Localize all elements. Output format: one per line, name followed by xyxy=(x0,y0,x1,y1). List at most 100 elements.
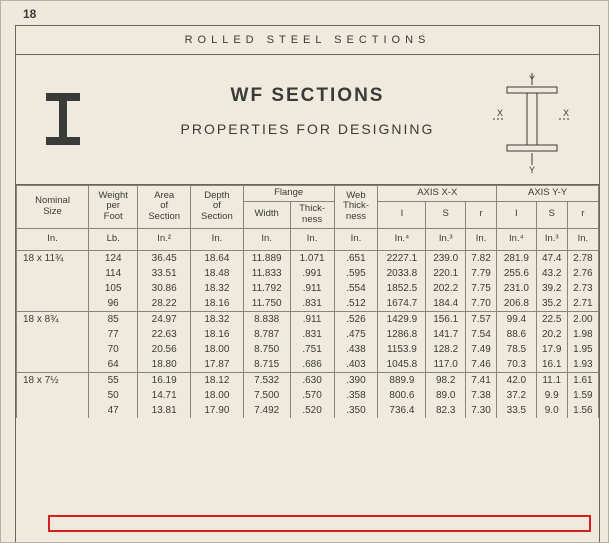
unit-4: In. xyxy=(243,228,290,250)
table-cell: 141.7 xyxy=(426,327,466,342)
table-cell: 2.78 xyxy=(567,250,598,266)
table-cell: 2033.8 xyxy=(378,266,426,281)
table-cell: 7.82 xyxy=(465,250,496,266)
table-cell: 7.49 xyxy=(465,342,496,357)
table-cell: 1852.5 xyxy=(378,281,426,296)
table-cell: 18 x 7½ xyxy=(17,372,89,388)
table-cell: 18.12 xyxy=(191,372,244,388)
table-cell: 1.98 xyxy=(567,327,598,342)
unit-9: In. xyxy=(465,228,496,250)
table-body: 18 x 11¾12436.4518.6411.8891.071.6512227… xyxy=(17,250,599,418)
diagram-y-top: Y xyxy=(529,74,535,84)
table-cell: 239.0 xyxy=(426,250,466,266)
table-cell: 9.0 xyxy=(536,403,567,418)
table-cell: 88.6 xyxy=(497,327,537,342)
table-cell: 2.71 xyxy=(567,296,598,312)
table-cell: 36.45 xyxy=(138,250,191,266)
table-row: 9628.2218.1611.750.831.5121674.7184.47.7… xyxy=(17,296,599,312)
table-cell: 124 xyxy=(89,250,138,266)
table-cell: 11.833 xyxy=(243,266,290,281)
table-cell: 33.51 xyxy=(138,266,191,281)
table-cell: .831 xyxy=(290,296,334,312)
table-cell: 99.4 xyxy=(497,311,537,327)
table-cell: 114 xyxy=(89,266,138,281)
table-cell: .751 xyxy=(290,342,334,357)
col-area: AreaofSection xyxy=(138,186,191,229)
table-cell: .526 xyxy=(334,311,378,327)
table-cell: 18.00 xyxy=(191,388,244,403)
table-cell: .403 xyxy=(334,357,378,373)
hero-block: WF SECTIONS PROPERTIES FOR DESIGNING Y X… xyxy=(16,55,599,185)
table-cell: .911 xyxy=(290,311,334,327)
table-cell xyxy=(17,388,89,403)
table-cell: 18.16 xyxy=(191,327,244,342)
table-cell: 11.750 xyxy=(243,296,290,312)
content-frame: ROLLED STEEL SECTIONS WF SECTIONS PROPER… xyxy=(15,25,600,543)
table-cell: 7.46 xyxy=(465,357,496,373)
table-cell: 39.2 xyxy=(536,281,567,296)
table-cell: 206.8 xyxy=(497,296,537,312)
table-cell: 18.16 xyxy=(191,296,244,312)
col-depth: DepthofSection xyxy=(191,186,244,229)
table-cell: 128.2 xyxy=(426,342,466,357)
table-cell: 20.2 xyxy=(536,327,567,342)
table-cell: .350 xyxy=(334,403,378,418)
table-cell: 1674.7 xyxy=(378,296,426,312)
unit-11: In.³ xyxy=(536,228,567,250)
table-cell: 14.71 xyxy=(138,388,191,403)
table-cell xyxy=(17,357,89,373)
table-cell: 7.492 xyxy=(243,403,290,418)
table-cell: 7.70 xyxy=(465,296,496,312)
table-cell: 7.500 xyxy=(243,388,290,403)
table-cell: 8.715 xyxy=(243,357,290,373)
table-cell: 7.79 xyxy=(465,266,496,281)
table-cell: 70 xyxy=(89,342,138,357)
table-cell: 1045.8 xyxy=(378,357,426,373)
table-cell: 1153.9 xyxy=(378,342,426,357)
table-cell: .438 xyxy=(334,342,378,357)
table-row: 10530.8618.3211.792.911.5541852.5202.27.… xyxy=(17,281,599,296)
table-cell: 13.81 xyxy=(138,403,191,418)
table-cell: .595 xyxy=(334,266,378,281)
table-cell: 18 x 11¾ xyxy=(17,250,89,266)
table-cell xyxy=(17,266,89,281)
table-row: 11433.5118.4811.833.991.5952033.8220.17.… xyxy=(17,266,599,281)
table-cell: 255.6 xyxy=(497,266,537,281)
table-cell: 18.00 xyxy=(191,342,244,357)
table-cell: 47 xyxy=(89,403,138,418)
table-cell: .512 xyxy=(334,296,378,312)
header-row-units: In. Lb. In.² In. In. In. In. In.⁴ In.³ I… xyxy=(17,228,599,250)
table-cell: 42.0 xyxy=(497,372,537,388)
table-cell: 1.56 xyxy=(567,403,598,418)
table-cell: 220.1 xyxy=(426,266,466,281)
col-xx-r: r xyxy=(465,201,496,228)
table-cell: 17.90 xyxy=(191,403,244,418)
unit-6: In. xyxy=(334,228,378,250)
table-cell: 2.76 xyxy=(567,266,598,281)
table-row: 18 x 7½5516.1918.127.532.630.390889.998.… xyxy=(17,372,599,388)
i-section-glyph-icon xyxy=(46,93,80,150)
table-cell: .390 xyxy=(334,372,378,388)
table-cell: 7.532 xyxy=(243,372,290,388)
axis-diagram-icon: Y X X Y xyxy=(493,73,571,178)
table-row: 4713.8117.907.492.520.350736.482.37.3033… xyxy=(17,403,599,418)
col-flange-thick: Thick-ness xyxy=(290,201,334,228)
table-cell: 184.4 xyxy=(426,296,466,312)
table-cell: 1.071 xyxy=(290,250,334,266)
table-cell: 89.0 xyxy=(426,388,466,403)
unit-8: In.³ xyxy=(426,228,466,250)
page: 18 ROLLED STEEL SECTIONS WF SECTIONS PRO… xyxy=(0,0,609,543)
table-cell: 1.61 xyxy=(567,372,598,388)
unit-0: In. xyxy=(17,228,89,250)
col-weight: WeightperFoot xyxy=(89,186,138,229)
table-cell: 77 xyxy=(89,327,138,342)
page-number: 18 xyxy=(23,7,36,21)
table-cell: .651 xyxy=(334,250,378,266)
table-cell: 7.38 xyxy=(465,388,496,403)
table-cell: 55 xyxy=(89,372,138,388)
unit-7: In.⁴ xyxy=(378,228,426,250)
table-head: NominalSize WeightperFoot AreaofSection … xyxy=(17,186,599,251)
table-cell: .520 xyxy=(290,403,334,418)
table-cell: 1.95 xyxy=(567,342,598,357)
col-xx-i: I xyxy=(378,201,426,228)
